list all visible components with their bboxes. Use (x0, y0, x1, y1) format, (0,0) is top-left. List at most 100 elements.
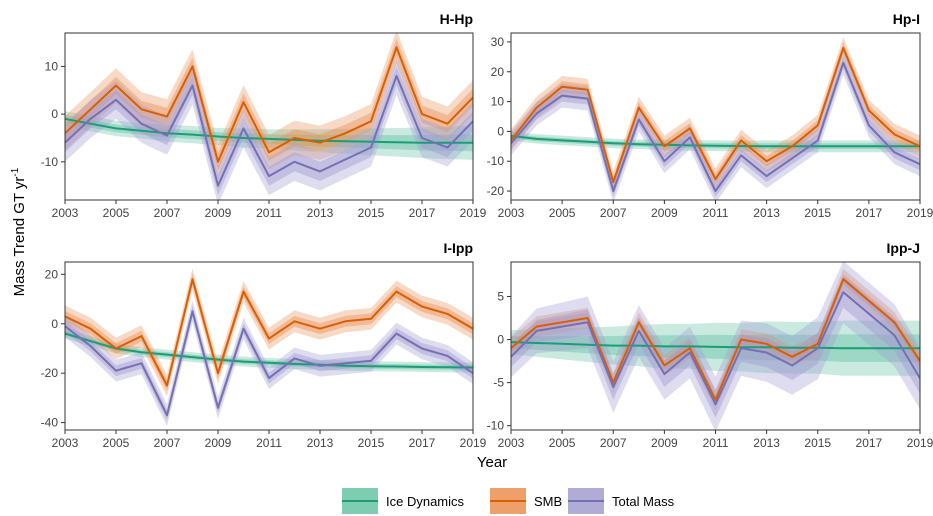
data-point-smb (140, 335, 143, 337)
panel-ipp-j: Ipp-J -10 -5 0 5 2003 2005 2007 2009 2011 2013 2015… (487, 240, 933, 450)
data-point-ice-dynamics (663, 345, 666, 348)
data-point-ice-dynamics (344, 365, 347, 367)
y-tick-label: 10 (45, 59, 59, 73)
panel-h-hp: H-Hp -10 0 10 2003 2005 2007 2009 2011 2013 2015 20… (41, 11, 487, 220)
data-point-smb (586, 88, 589, 91)
data-point-ice-dynamics (842, 145, 845, 148)
data-point-total-mass (586, 321, 589, 324)
x-tick-label: 2013 (307, 436, 334, 450)
legend-item-ice-dynamics: Ice Dynamics (342, 488, 465, 514)
data-point-total-mass (268, 377, 270, 379)
data-point-total-mass (395, 75, 398, 77)
data-point-smb (561, 321, 563, 324)
data-point-ice-dynamics (319, 140, 321, 142)
data-point-smb (893, 133, 896, 136)
data-point-total-mass (535, 112, 538, 115)
data-point-ice-dynamics (842, 347, 845, 350)
data-point-ice-dynamics (115, 127, 117, 130)
data-point-smb (217, 161, 219, 163)
data-point-ice-dynamics (421, 366, 423, 368)
data-point-total-mass (395, 332, 398, 335)
data-point-smb (344, 320, 347, 323)
data-point-smb (612, 181, 615, 183)
data-point-ice-dynamics (217, 135, 219, 138)
band-smb-outer (511, 268, 920, 411)
data-point-total-mass (817, 347, 819, 350)
x-tick-label: 2003 (498, 436, 525, 450)
data-point-smb (446, 122, 449, 125)
data-point-ice-dynamics (293, 139, 296, 141)
data-point-ice-dynamics (561, 343, 563, 345)
data-point-ice-dynamics (893, 145, 896, 148)
data-point-smb (765, 160, 768, 162)
data-point-total-mass (638, 118, 640, 121)
data-point-total-mass (714, 403, 717, 406)
band-smb-outer (65, 268, 473, 397)
data-point-ice-dynamics (612, 344, 615, 347)
data-point-total-mass (868, 124, 870, 127)
data-point-smb (395, 46, 398, 49)
data-point-ice-dynamics (535, 342, 538, 344)
data-point-ice-dynamics (765, 145, 768, 148)
x-tick-label: 2017 (409, 206, 436, 220)
y-tick-label: -10 (487, 419, 505, 433)
x-tick-label: 2019 (907, 206, 933, 220)
x-tick-label: 2009 (205, 206, 232, 220)
data-point-total-mass (535, 330, 538, 332)
plot-area (65, 268, 473, 426)
data-point-ice-dynamics (714, 144, 717, 147)
plot-area (511, 262, 920, 430)
band-ice-dynamics-outer (511, 320, 920, 376)
data-point-ice-dynamics (893, 347, 896, 350)
data-point-smb (421, 113, 423, 115)
x-tick-label: 2019 (460, 206, 487, 220)
data-point-smb (344, 132, 347, 134)
data-point-smb (319, 327, 321, 330)
x-tick-label: 2007 (600, 436, 627, 450)
data-point-smb (638, 106, 640, 109)
y-tick-label: 30 (491, 35, 505, 49)
data-point-ice-dynamics (740, 145, 742, 147)
x-tick-label: 2007 (154, 206, 181, 220)
data-point-total-mass (344, 362, 347, 365)
x-tick-label: 2007 (600, 206, 627, 220)
data-point-smb (586, 317, 589, 319)
x-tick-label: 2009 (651, 206, 678, 220)
data-point-smb (765, 343, 768, 345)
x-tick-label: 2013 (753, 436, 780, 450)
x-tick-label: 2007 (154, 436, 181, 450)
data-point-smb (638, 321, 640, 324)
x-tick-label: 2011 (256, 206, 282, 220)
data-point-total-mass (446, 146, 449, 149)
data-point-smb (166, 115, 168, 118)
data-point-smb (535, 325, 538, 328)
data-point-ice-dynamics (612, 142, 615, 145)
data-point-total-mass (561, 94, 563, 97)
data-point-smb (689, 347, 691, 350)
y-tick-label: -10 (41, 155, 59, 169)
x-tick-label: 2015 (804, 436, 831, 450)
band-total-mass-outer (65, 300, 473, 426)
data-point-total-mass (268, 175, 270, 177)
data-point-smb (714, 399, 717, 401)
data-point-smb (663, 145, 666, 148)
data-point-ice-dynamics (689, 345, 691, 348)
data-point-total-mass (663, 160, 666, 162)
x-tick-label: 2005 (103, 436, 130, 450)
data-point-smb (561, 85, 563, 88)
x-tick-label: 2003 (52, 206, 79, 220)
data-point-total-mass (893, 334, 896, 337)
data-point-ice-dynamics (868, 347, 870, 350)
data-point-smb (268, 151, 270, 154)
data-point-total-mass (370, 146, 372, 149)
legend-item-total-mass: Total Mass (568, 488, 675, 514)
data-point-smb (791, 145, 793, 148)
y-tick-label: 10 (491, 95, 505, 109)
x-tick-label: 2019 (460, 436, 487, 450)
legend-item-smb: SMB (490, 488, 562, 514)
data-point-smb (293, 320, 296, 323)
data-point-ice-dynamics (242, 360, 245, 363)
data-point-smb (868, 109, 870, 112)
data-point-smb (166, 384, 168, 387)
x-tick-label: 2019 (907, 436, 933, 450)
